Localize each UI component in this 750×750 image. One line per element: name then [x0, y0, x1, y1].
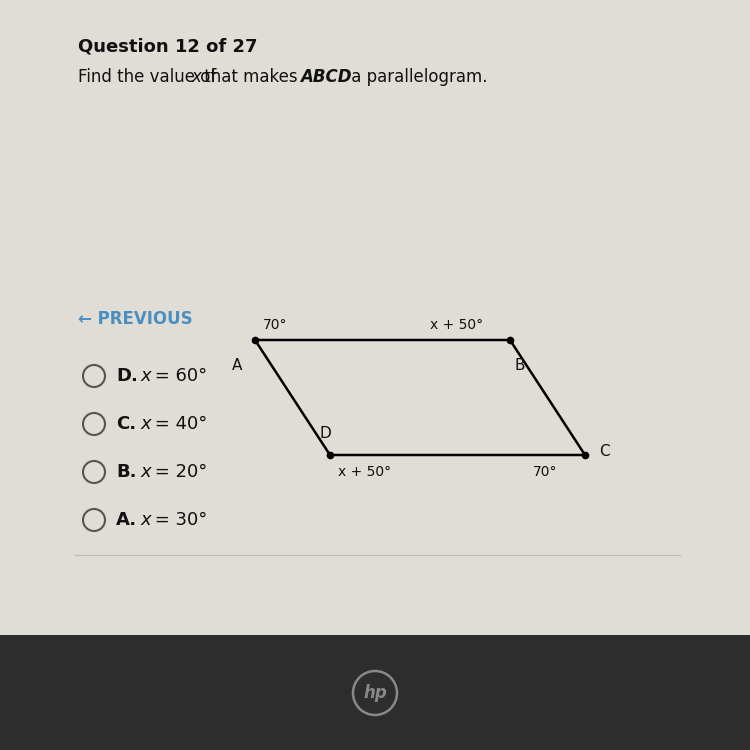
Text: x + 50°: x + 50°: [338, 465, 392, 479]
Text: hp: hp: [363, 684, 387, 702]
Text: D.: D.: [116, 367, 138, 385]
Text: ← PREVIOUS: ← PREVIOUS: [78, 310, 193, 328]
Text: 70°: 70°: [533, 465, 557, 479]
Text: x: x: [140, 511, 151, 529]
Text: = 20°: = 20°: [149, 463, 207, 481]
Text: 70°: 70°: [263, 318, 287, 332]
Text: Find the value of: Find the value of: [78, 68, 221, 86]
Text: A.: A.: [116, 511, 137, 529]
FancyBboxPatch shape: [0, 0, 750, 635]
FancyBboxPatch shape: [0, 635, 750, 750]
Text: A: A: [232, 358, 242, 373]
Text: x + 50°: x + 50°: [430, 318, 483, 332]
Text: C: C: [599, 443, 610, 458]
Text: = 60°: = 60°: [149, 367, 207, 385]
Text: x: x: [140, 415, 151, 433]
Text: ABCD: ABCD: [300, 68, 352, 86]
Text: = 30°: = 30°: [149, 511, 207, 529]
Text: x: x: [140, 463, 151, 481]
Text: B.: B.: [116, 463, 136, 481]
Text: Question 12 of 27: Question 12 of 27: [78, 38, 257, 56]
Text: x: x: [140, 367, 151, 385]
Text: that makes: that makes: [199, 68, 303, 86]
Text: x: x: [191, 68, 201, 86]
Text: = 40°: = 40°: [149, 415, 207, 433]
Text: C.: C.: [116, 415, 136, 433]
Text: a parallelogram.: a parallelogram.: [346, 68, 488, 86]
Text: B: B: [515, 358, 526, 373]
Text: D: D: [320, 426, 331, 441]
